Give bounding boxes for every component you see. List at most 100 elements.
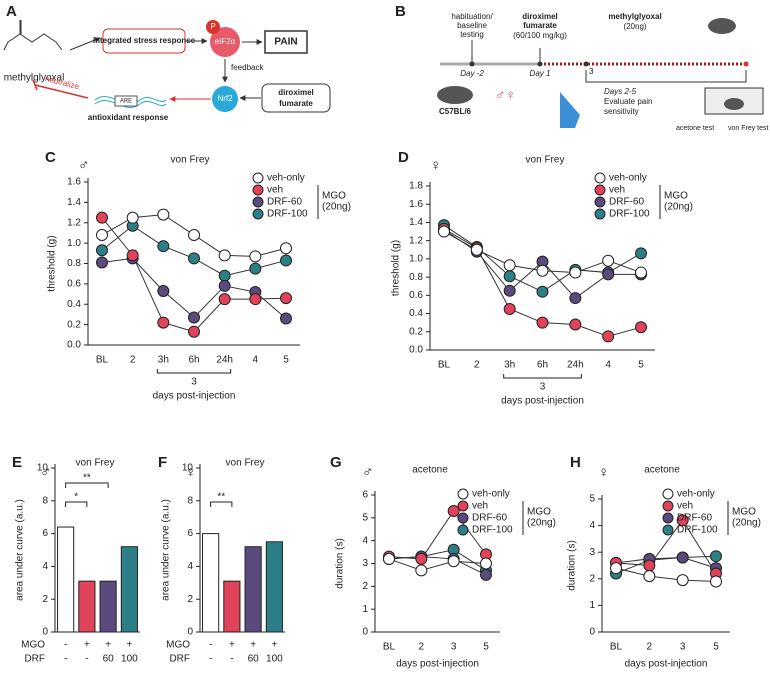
data-point — [249, 262, 262, 275]
molecule-label: methylglyoxal — [4, 73, 65, 84]
y-tick-label: 2 — [187, 594, 193, 605]
panel-a: A methylglyoxal integrated stress respon… — [3, 3, 331, 122]
data-point — [96, 211, 108, 224]
y-tick-label: 1 — [589, 600, 595, 611]
data-point — [635, 247, 647, 260]
timeline-label: Days 2-5 — [604, 87, 637, 96]
row-value: - — [209, 654, 212, 665]
data-point — [536, 316, 549, 329]
data-point — [643, 559, 656, 572]
y-tick-label: 5 — [589, 494, 595, 505]
data-point — [218, 249, 231, 262]
significance-label: ** — [83, 473, 91, 484]
timepoint — [743, 61, 749, 67]
y-axis-label: duration (s) — [335, 538, 346, 589]
data-point — [480, 568, 492, 581]
x-tick-label: BL — [610, 642, 623, 653]
drug-label: diroximel — [278, 88, 314, 97]
sex-label: ♂♀ — [495, 87, 516, 103]
data-point — [249, 293, 262, 306]
data-point — [415, 552, 428, 565]
data-point — [188, 228, 200, 241]
sex-symbol: ♀ — [430, 157, 441, 174]
test-label: von Frey test — [728, 125, 769, 132]
y-tick-label: 4 — [362, 535, 368, 546]
significance-bracket — [65, 482, 109, 488]
legend-label: DRF-60 — [609, 197, 644, 208]
legend-label: DRF-100 — [267, 209, 308, 220]
x-group-bracket — [503, 374, 582, 379]
phospho-node — [206, 20, 220, 34]
y-axis-label: threshold (g) — [47, 235, 58, 291]
nrf2-node — [212, 86, 238, 112]
legend-marker — [594, 196, 606, 208]
x-tick-label: 2 — [474, 360, 480, 371]
x-tick-label: 3 — [680, 642, 686, 653]
bar — [244, 546, 262, 633]
y-tick-label: 0 — [187, 627, 193, 638]
x-tick-label: BL — [438, 360, 451, 371]
row-value: 60 — [248, 654, 260, 665]
row-value: - — [64, 640, 67, 651]
y-tick-label: 4 — [187, 561, 193, 572]
data-point — [383, 552, 395, 565]
y-axis-label: area under curve (a.u.) — [15, 499, 26, 601]
data-point — [635, 321, 647, 334]
data-point — [569, 318, 582, 331]
legend-marker — [252, 172, 264, 184]
x-tick-label: 3h — [158, 355, 169, 366]
x-group-bracket — [156, 369, 232, 374]
data-point — [710, 575, 722, 588]
panel-b: B habituation/ baseline testing diroxime… — [395, 3, 769, 132]
legend-marker — [457, 488, 469, 500]
test-label: acetone test — [676, 125, 714, 132]
y-tick-label: 1.2 — [67, 217, 81, 228]
chart-title: von Frey — [526, 155, 565, 166]
y-tick-label: 3 — [589, 547, 595, 558]
data-point — [188, 252, 200, 265]
data-point — [602, 268, 615, 281]
data-point — [447, 504, 460, 517]
legend-label: DRF-60 — [267, 197, 302, 208]
data-point — [569, 266, 582, 279]
y-tick-label: 0.2 — [409, 326, 423, 337]
y-tick-label: 1.4 — [409, 217, 423, 228]
legend-marker — [252, 196, 264, 208]
x-tick-label: 3 — [451, 642, 457, 653]
y-tick-label: 10 — [37, 463, 49, 474]
legend-label: veh-only — [472, 489, 510, 500]
x-group-label: 3 — [540, 382, 546, 393]
nrf2-label: Nrf2 — [217, 94, 233, 103]
data-point — [536, 285, 549, 298]
legend-group-label: MGO — [322, 191, 346, 202]
data-point — [96, 256, 108, 269]
x-tick-label: 6h — [188, 355, 199, 366]
legend-label: DRF-60 — [677, 513, 712, 524]
bar — [78, 580, 96, 633]
significance-label: * — [74, 492, 78, 503]
row-value: - — [64, 654, 67, 665]
series-line — [615, 519, 717, 574]
x-axis-label: days post-injection — [501, 396, 584, 407]
y-tick-label: 1.6 — [409, 199, 423, 210]
antioxidant-label: antioxidant response — [88, 113, 169, 122]
legend-label: veh-only — [267, 173, 305, 184]
chart-title: von Frey — [171, 155, 210, 166]
y-tick-label: 0.4 — [409, 308, 423, 319]
row-value: + — [126, 640, 132, 651]
y-tick-label: 10 — [182, 463, 194, 474]
y-tick-label: 8 — [42, 495, 48, 506]
data-point — [96, 244, 108, 257]
legend-label: DRF-100 — [609, 209, 650, 220]
data-point — [447, 555, 460, 568]
legend-marker — [457, 512, 469, 524]
data-point — [126, 211, 139, 224]
stress-label: integrated stress response — [93, 36, 196, 45]
data-point — [676, 514, 689, 527]
row-value: 60 — [103, 654, 115, 665]
y-tick-label: 6 — [187, 528, 193, 539]
data-point — [602, 330, 615, 343]
panel-letter: G — [330, 454, 342, 471]
legend-group-label: (20ng) — [732, 518, 761, 529]
strain-label: C57BL/6 — [439, 107, 472, 116]
